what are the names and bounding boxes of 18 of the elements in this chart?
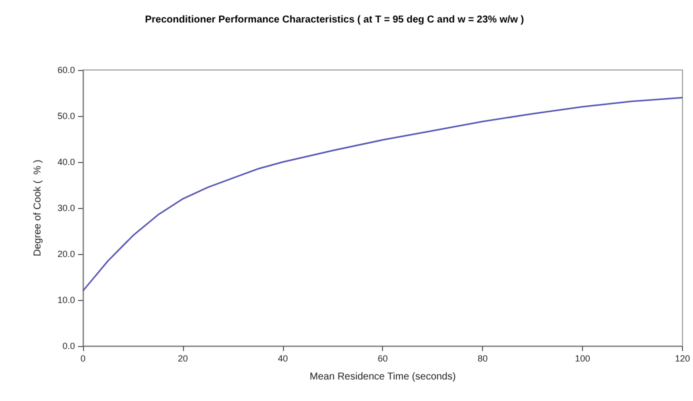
x-tick-label: 0: [80, 354, 86, 364]
chart-title: Preconditioner Performance Characteristics ( at T = 95 deg C and w = 23% w/w ): [145, 14, 524, 26]
x-tick-label: 60: [378, 354, 388, 364]
line-series: [82, 96, 684, 292]
x-tick-label: 120: [674, 354, 690, 364]
y-axis-title: Degree of Cook ( % ): [32, 160, 44, 256]
x-axis-title: Mean Residence Time (seconds): [310, 372, 456, 382]
x-tick-label: 80: [478, 354, 488, 364]
x-tick-label: 20: [178, 354, 188, 364]
y-tick-label: 60.0: [57, 65, 75, 75]
x-tick-label: 100: [575, 354, 590, 364]
y-tick-label: 20.0: [57, 249, 75, 259]
y-tick-label: 0.0: [62, 341, 75, 351]
y-tick-label: 40.0: [57, 157, 75, 167]
y-tick-label: 50.0: [57, 111, 75, 121]
y-tick-label: 10.0: [57, 295, 75, 305]
y-tick-label: 30.0: [57, 203, 75, 213]
x-tick-label: 40: [278, 354, 288, 364]
